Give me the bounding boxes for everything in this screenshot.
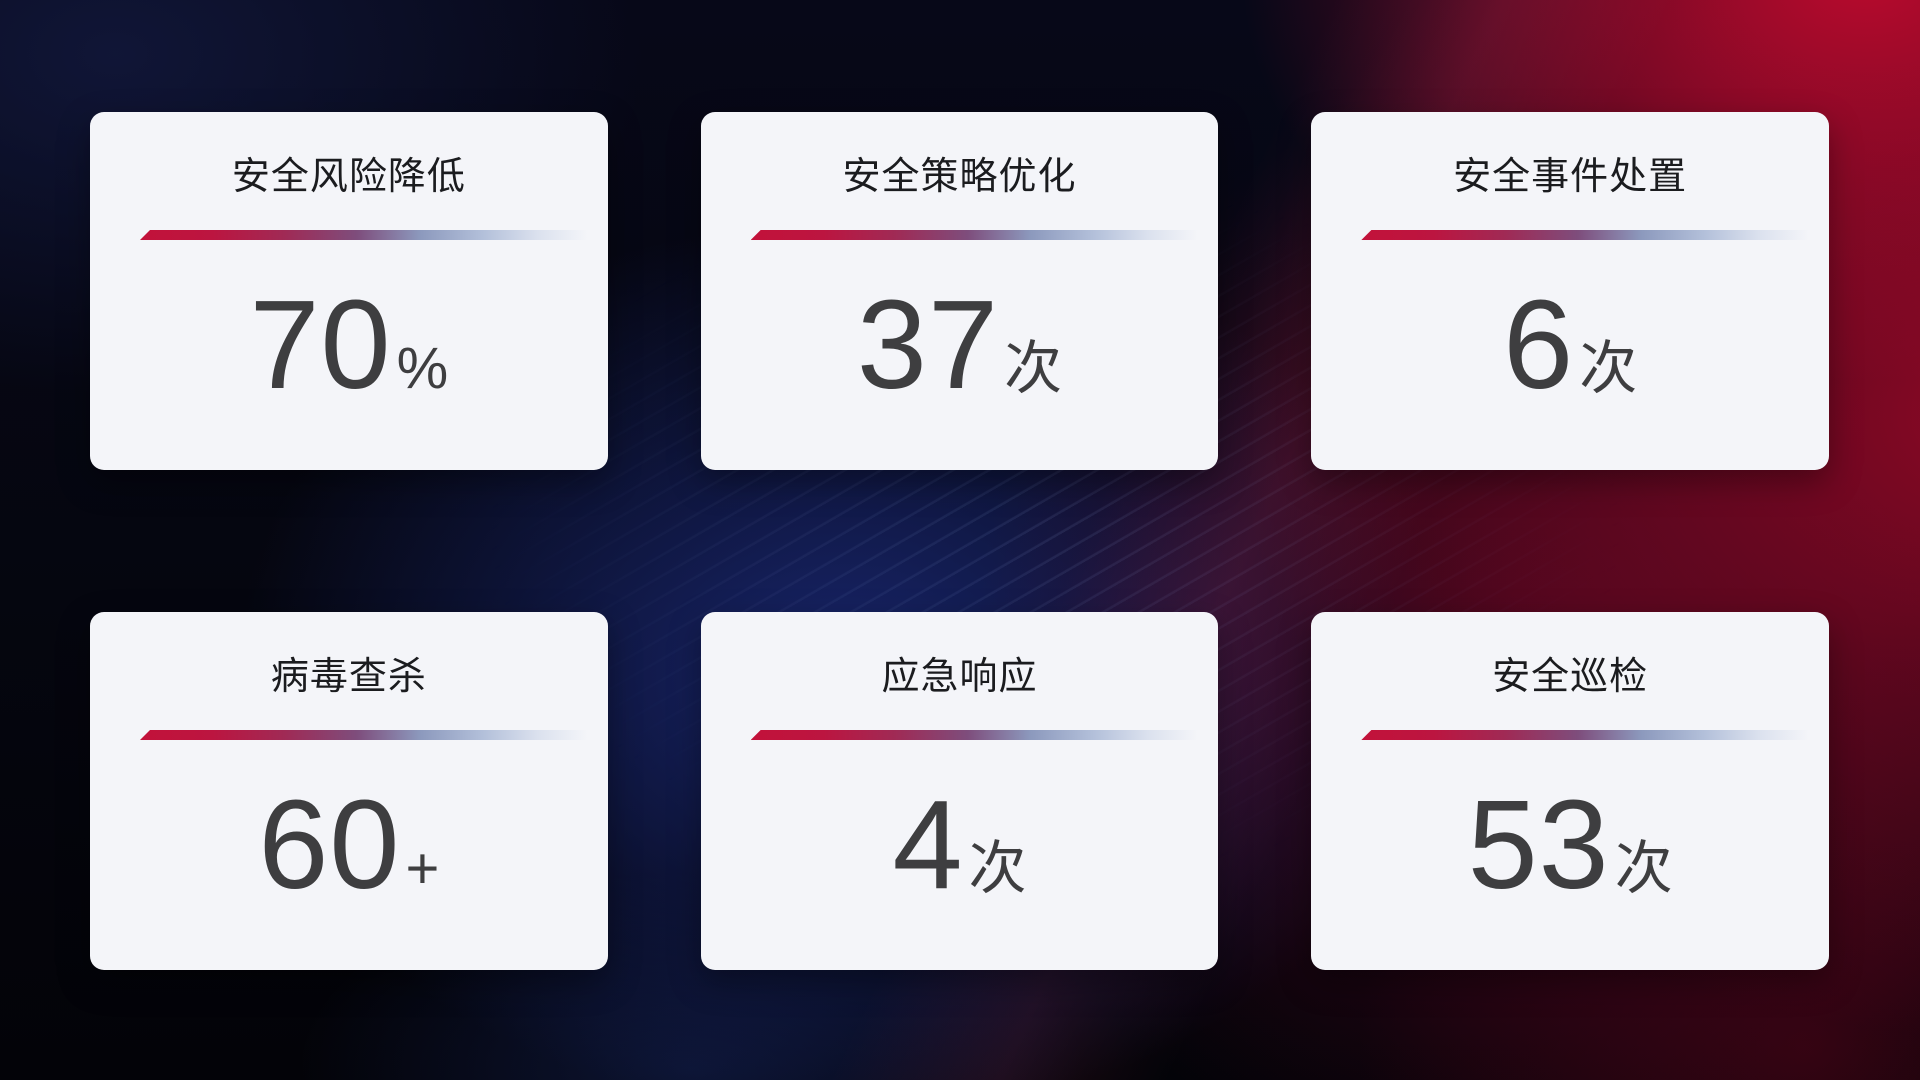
card-value-row: 60 + bbox=[90, 774, 608, 915]
card-value: 53 bbox=[1467, 774, 1610, 915]
card-value: 4 bbox=[892, 774, 964, 915]
card-unit: 次 bbox=[1004, 336, 1063, 401]
card-value: 37 bbox=[856, 274, 1000, 415]
gradient-divider bbox=[140, 230, 592, 240]
stat-card-risk-reduction: 安全风险降低 70 % bbox=[90, 112, 608, 470]
stat-card-policy-optimization: 安全策略优化 37 次 bbox=[700, 112, 1219, 470]
stat-card-incident-handling: 安全事件处置 6 次 bbox=[1311, 112, 1829, 470]
stat-card-virus-scan: 病毒查杀 60 + bbox=[90, 612, 608, 970]
card-value: 70 bbox=[249, 274, 392, 415]
stat-card-security-inspection: 安全巡检 53 次 bbox=[1311, 612, 1829, 970]
card-value-row: 70 % bbox=[90, 274, 608, 415]
card-unit: 次 bbox=[968, 836, 1027, 901]
card-title: 病毒查杀 bbox=[270, 656, 427, 698]
card-value-row: 53 次 bbox=[1311, 774, 1829, 915]
card-title: 应急响应 bbox=[881, 656, 1038, 698]
card-title: 安全风险降低 bbox=[231, 156, 466, 198]
card-unit: 次 bbox=[1579, 336, 1638, 401]
card-unit: 次 bbox=[1614, 836, 1673, 901]
card-title: 安全事件处置 bbox=[1453, 156, 1688, 198]
card-unit: + bbox=[405, 836, 440, 901]
card-unit: % bbox=[396, 336, 449, 401]
card-value-row: 4 次 bbox=[701, 774, 1219, 915]
gradient-divider bbox=[140, 730, 592, 740]
stat-card-emergency-response: 应急响应 4 次 bbox=[700, 612, 1219, 970]
gradient-divider bbox=[750, 230, 1203, 240]
card-title: 安全策略优化 bbox=[842, 156, 1077, 198]
card-value-row: 37 次 bbox=[701, 274, 1219, 415]
gradient-divider bbox=[1361, 730, 1813, 740]
card-title: 安全巡检 bbox=[1492, 656, 1649, 698]
gradient-divider bbox=[1361, 230, 1813, 240]
card-value-row: 6 次 bbox=[1311, 274, 1829, 415]
gradient-divider bbox=[750, 730, 1203, 740]
card-value: 6 bbox=[1503, 274, 1575, 415]
card-value: 60 bbox=[258, 774, 401, 915]
